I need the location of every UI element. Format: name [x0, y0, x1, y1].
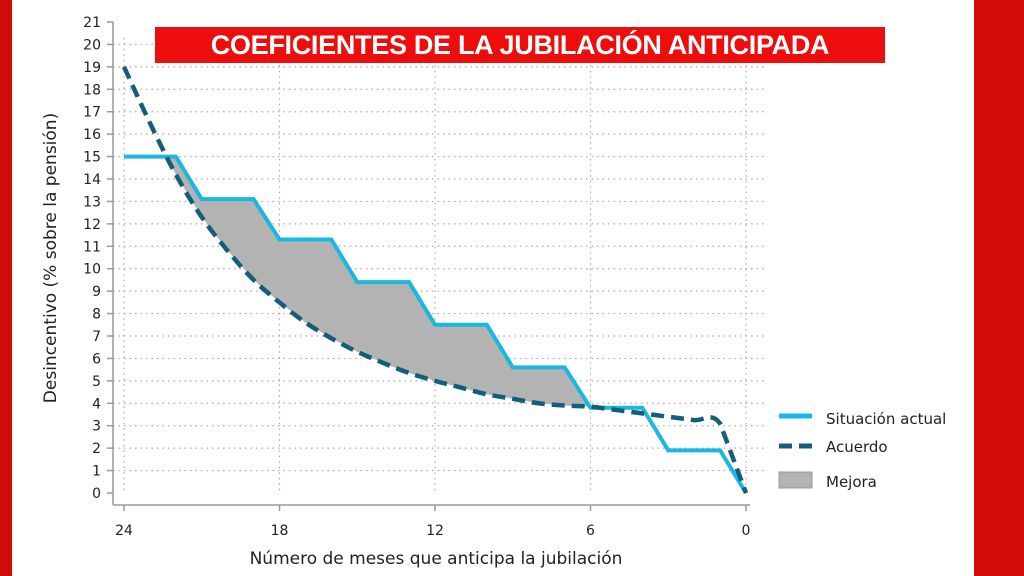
- x-tick-label: 0: [742, 523, 751, 539]
- y-tick-label: 9: [92, 284, 101, 300]
- y-tick-label: 15: [83, 150, 101, 166]
- y-tick-label: 16: [83, 127, 101, 143]
- legend-label-mejora: Mejora: [826, 473, 877, 491]
- acuerdo-line: [121, 65, 749, 494]
- legend-label-situacion-actual: Situación actual: [826, 410, 946, 428]
- y-tick-label: 12: [83, 217, 101, 233]
- x-tick-label: 6: [586, 523, 595, 539]
- y-tick-label: 13: [83, 194, 101, 210]
- chart-title: COEFICIENTES DE LA JUBILACIÓN ANTICIPADA: [155, 27, 885, 63]
- mejora-area: [166, 156, 590, 407]
- y-tick-label: 11: [83, 239, 101, 255]
- y-tick-label: 20: [83, 37, 101, 53]
- y-tick-label: 3: [92, 419, 101, 435]
- y-tick-label: 4: [92, 396, 101, 412]
- y-tick-label: 10: [83, 262, 101, 278]
- x-tick-label: 18: [271, 523, 289, 539]
- legend-swatch-mejora: [778, 471, 813, 489]
- y-tick-label: 6: [92, 351, 101, 367]
- y-tick-label: 17: [83, 105, 101, 121]
- y-tick-label: 18: [83, 82, 101, 98]
- left-red-border: [0, 0, 12, 576]
- x-tick-label: 24: [115, 523, 133, 539]
- x-axis-label: Número de meses que anticipa la jubilaci…: [250, 549, 623, 569]
- legend-label-acuerdo: Acuerdo: [826, 438, 888, 456]
- y-tick-label: 2: [92, 441, 101, 457]
- y-tick-label: 1: [92, 464, 101, 480]
- x-tick-label: 12: [426, 523, 444, 539]
- y-tick-label: 0: [92, 486, 101, 502]
- y-axis-label: Desincentivo (% sobre la pensión): [41, 113, 61, 403]
- y-tick-label: 21: [83, 15, 101, 31]
- y-tick-label: 19: [83, 60, 101, 76]
- y-tick-label: 7: [92, 329, 101, 345]
- y-tick-label: 14: [83, 172, 101, 188]
- right-red-border: [974, 0, 1024, 576]
- y-tick-label: 8: [92, 307, 101, 323]
- y-tick-label: 5: [92, 374, 101, 390]
